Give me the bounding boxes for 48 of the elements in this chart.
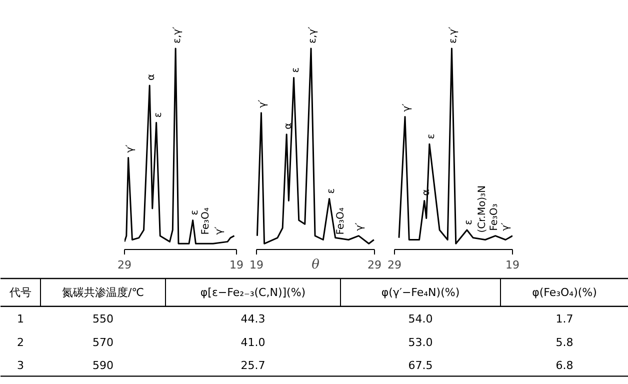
text: 2 — [17, 336, 24, 349]
text: 1 — [17, 312, 24, 326]
x-tick-label: 29 — [118, 258, 132, 272]
annotation: γ′ — [402, 102, 412, 112]
text: 5.8 — [556, 336, 574, 349]
text: φ[ε−Fe₂₋₃(C,N)](%) — [200, 286, 306, 299]
annotation: γ′ — [258, 98, 269, 108]
text: 44.3 — [240, 312, 266, 326]
annotation: ε,γ′ — [308, 26, 319, 44]
text: 590 — [92, 359, 114, 372]
annotation: γ′ — [124, 144, 136, 153]
annotation: Fe₃O₄ — [336, 207, 347, 235]
annotation: Fe₃O₄ — [200, 207, 212, 235]
text: 3 — [17, 359, 24, 372]
annotation: ε — [463, 220, 474, 225]
text: 54.0 — [408, 312, 433, 326]
annotation: γ′ — [354, 222, 366, 231]
annotation: α — [146, 74, 158, 81]
annotation: ε — [426, 134, 437, 140]
text: 1.7 — [556, 312, 574, 326]
annotation: ε — [290, 67, 302, 73]
x-tick-label: 29 — [368, 258, 382, 272]
x-tick-label: 19 — [250, 258, 264, 272]
text: 25.7 — [240, 359, 266, 372]
text: 550 — [92, 312, 114, 326]
annotation: γ′ — [214, 226, 225, 235]
text: 代号 — [8, 286, 32, 299]
annotation: ε,γ′ — [172, 26, 184, 44]
text: φ(γ′−Fe₄N)(%) — [381, 286, 460, 299]
text: φ(Fe₃O₄)(%) — [532, 286, 597, 299]
annotation: ε — [189, 210, 200, 216]
text: 氮碳共渗温度/℃ — [62, 286, 144, 299]
text: 570 — [92, 336, 114, 349]
annotation: ε — [326, 188, 337, 194]
x-tick-label: 29 — [388, 258, 402, 272]
annotation: (Cr.Mo)₃N — [477, 185, 488, 233]
text: 67.5 — [408, 359, 433, 372]
x-tick-label: 19 — [230, 258, 244, 272]
x-tick-label: 19 — [506, 258, 520, 272]
annotation: ε,γ′ — [448, 26, 460, 44]
annotation: ε — [152, 112, 164, 118]
annotation: γ′ — [500, 222, 512, 231]
annotation: Fe₃O₃ — [488, 204, 500, 231]
annotation: α — [283, 122, 294, 130]
text: 6.8 — [556, 359, 574, 372]
text: 53.0 — [408, 336, 433, 349]
x-axis-title: θ — [312, 258, 320, 272]
text: 41.0 — [240, 336, 266, 349]
